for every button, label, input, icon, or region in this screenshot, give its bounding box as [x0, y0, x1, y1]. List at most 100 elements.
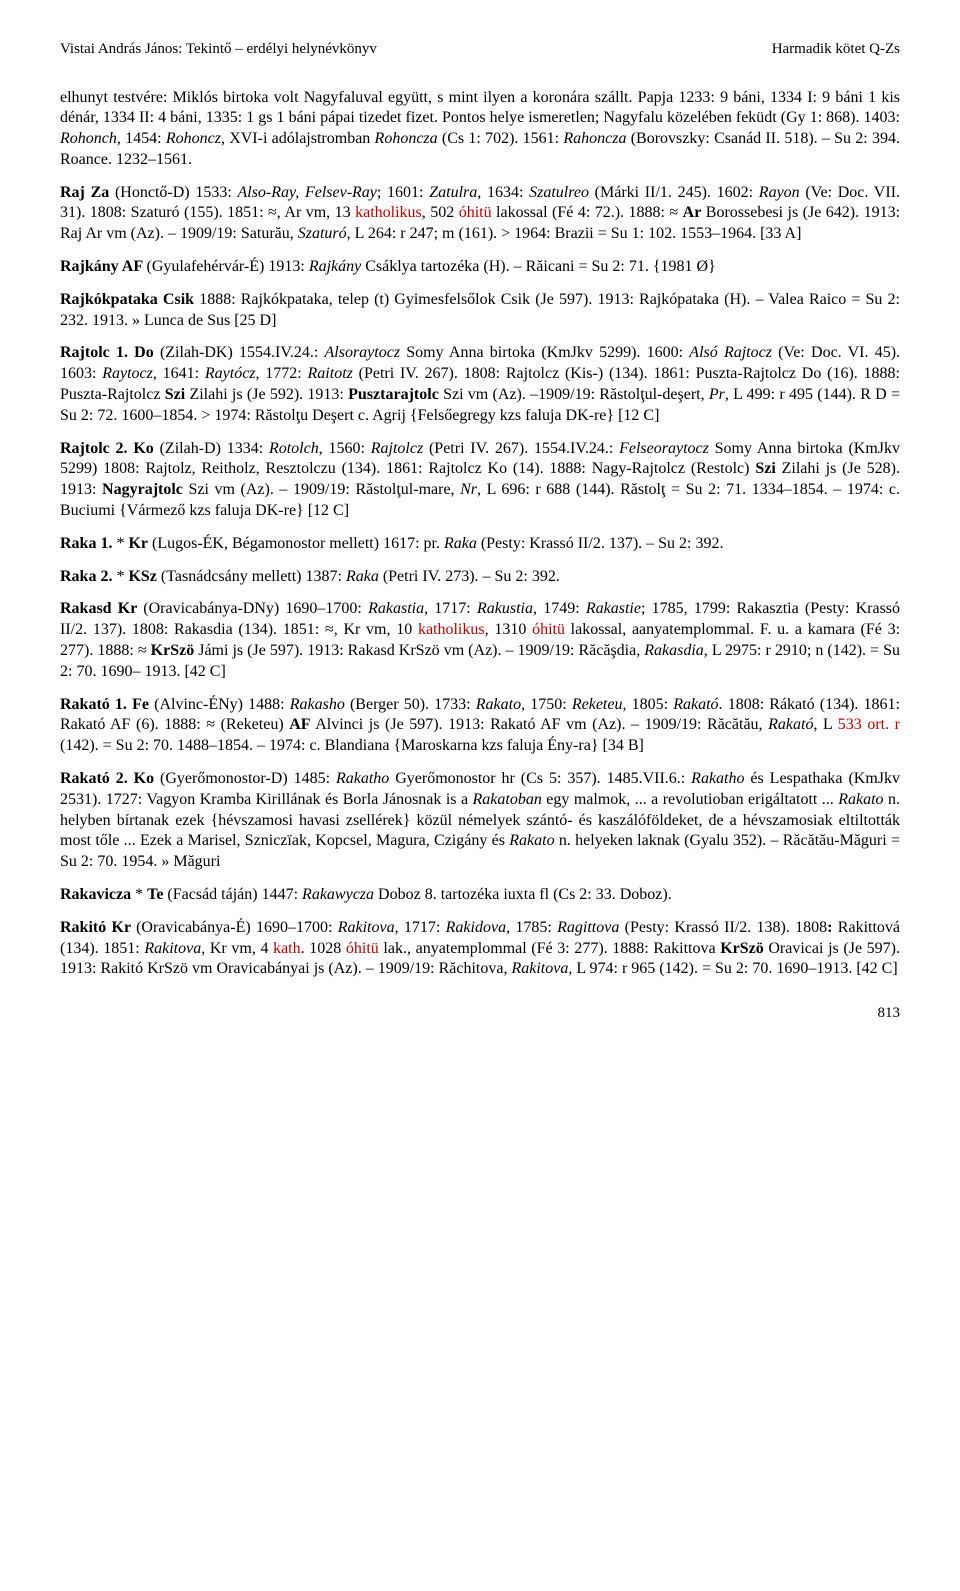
text-run: Rakastie	[586, 600, 641, 617]
text-run: Rohoncz	[166, 130, 221, 147]
text-run: (Gyulafehérvár-É) 1913:	[147, 258, 309, 275]
text-run: óhitü	[346, 940, 379, 957]
entry-paragraph: Rajtolc 2. Ko (Zilah-D) 1334: Rotolch, 1…	[60, 439, 900, 522]
text-run: (Alvinc-ÉNy) 1488:	[154, 696, 290, 713]
text-run: , 1717:	[395, 919, 446, 936]
text-run: KrSzö	[151, 642, 195, 659]
text-run: Rajtolc 2. Ko	[60, 440, 160, 457]
text-run: Raka 2.	[60, 568, 116, 585]
text-run: Rajkókpataka Csik	[60, 291, 199, 308]
text-run: Alsó Rajtocz	[689, 344, 772, 361]
text-run: Csáklya tartozéka (H). – Răicani = Su 2:…	[361, 258, 716, 275]
text-run: Rakatoban	[473, 791, 542, 808]
text-run: Rajtolc 1. Do	[60, 344, 160, 361]
text-run: (Facsád táján) 1447:	[163, 886, 302, 903]
text-run: Raka	[444, 535, 477, 552]
text-run: , 502	[422, 204, 459, 221]
text-run: egy malmok, ... a revolutioban erigáltat…	[542, 791, 838, 808]
text-run: . 1028	[301, 940, 346, 957]
text-run: , L 264: r 247; m (161). > 1964: Brazii …	[347, 225, 802, 242]
text-run: Rakawycza	[302, 886, 374, 903]
text-run: Rakavicza	[60, 886, 135, 903]
text-run: (Zilah-D) 1334:	[160, 440, 269, 457]
text-run: Nr	[460, 481, 477, 498]
entry-paragraph: Raka 2. * KSz (Tasnádcsány mellett) 1387…	[60, 567, 900, 588]
text-run: Reketeu	[572, 696, 623, 713]
text-run: Alvinci js (Je 597). 1913: Rakató AF vm …	[311, 716, 769, 733]
text-run: Alsoraytocz	[325, 344, 401, 361]
text-run: Rahoncza	[563, 130, 626, 147]
text-run: AF	[289, 716, 310, 733]
text-run: KrSzö	[720, 940, 764, 957]
header-right: Harmadik kötet Q-Zs	[772, 40, 900, 60]
text-run: , 1805:	[622, 696, 673, 713]
text-run: (Zilah-DK) 1554.IV.24.:	[160, 344, 325, 361]
entry-paragraph: Rajkány AF (Gyulafehérvár-É) 1913: Rajká…	[60, 257, 900, 278]
entry-paragraph: Raka 1. * Kr (Lugos-ÉK, Bégamonostor mel…	[60, 534, 900, 555]
text-run: Rakustia	[477, 600, 533, 617]
text-run: Zilahi js (Je 592). 1913:	[185, 386, 348, 403]
text-run: Raitotz	[308, 365, 353, 382]
text-run: *	[116, 568, 128, 585]
text-run: Rajtolcz	[371, 440, 423, 457]
text-run: Rakasho	[290, 696, 345, 713]
text-run: Somy Anna birtoka (KmJkv 5299). 1600:	[400, 344, 689, 361]
text-run: óhitü	[459, 204, 492, 221]
text-run: Rakitova	[511, 960, 568, 977]
entry-paragraph: Rajkókpataka Csik 1888: Rajkókpataka, te…	[60, 290, 900, 332]
text-run: Rakatho	[691, 770, 744, 787]
text-run: KSz	[128, 568, 156, 585]
text-run: , 1749:	[533, 600, 586, 617]
text-run: , 1772:	[256, 365, 308, 382]
text-run: Kr	[128, 535, 148, 552]
text-run: (Márki II/1. 245). 1602:	[589, 184, 759, 201]
text-run: , 1785:	[506, 919, 557, 936]
text-run: Rakato	[509, 832, 554, 849]
text-run: Jámi js (Je 597). 1913: Rakasd KrSzö vm …	[194, 642, 644, 659]
entry-paragraph: elhunyt testvére: Miklós birtoka volt Na…	[60, 88, 900, 171]
text-run: , 1560:	[319, 440, 371, 457]
text-run: Pr	[709, 386, 725, 403]
text-run: Ragittova	[557, 919, 619, 936]
text-run: (Petri IV. 267). 1554.IV.24.:	[423, 440, 619, 457]
text-run: (Berger 50). 1733:	[345, 696, 476, 713]
text-run: (Oravicabánya-DNy) 1690–1700:	[143, 600, 368, 617]
text-run: 533 ort.	[838, 716, 889, 733]
text-run: Szatulreo	[529, 184, 589, 201]
text-run: Nagyrajtolc	[102, 481, 183, 498]
text-run: Rakastia	[368, 600, 424, 617]
header-left: Vistai András János: Tekintő – erdélyi h…	[60, 40, 377, 60]
text-run: Rohoncza	[375, 130, 438, 147]
text-run: kath	[273, 940, 301, 957]
text-run: (Honctő-D) 1533:	[115, 184, 238, 201]
text-run: , Kr vm, 4	[201, 940, 273, 957]
text-run: lak., anyatemplommal (Fé 3: 277). 1888: …	[379, 940, 720, 957]
text-run: Rajkány	[309, 258, 361, 275]
text-run: (Cs 1: 702). 1561:	[438, 130, 564, 147]
text-run: katholikus	[355, 204, 422, 221]
text-run: Rakató 1. Fe	[60, 696, 154, 713]
text-run: Rohonch	[60, 130, 117, 147]
text-run: , 1750:	[521, 696, 572, 713]
text-run: , 1717:	[424, 600, 477, 617]
text-run: Felseoraytocz	[619, 440, 709, 457]
text-run: , 1310	[485, 621, 532, 638]
text-run: Szaturó	[298, 225, 347, 242]
text-run: *	[135, 886, 147, 903]
text-run: (Petri IV. 273). – Su 2: 392.	[379, 568, 560, 585]
text-run: Rakato	[838, 791, 883, 808]
entry-paragraph: Rakató 2. Ko (Gyerőmonostor-D) 1485: Rak…	[60, 769, 900, 873]
text-run: Rajkány AF	[60, 258, 147, 275]
text-run: :	[827, 919, 838, 936]
text-run: Szi vm (Az). – 1909/19: Răstolţul-mare,	[183, 481, 460, 498]
text-run: (Tasnádcsány mellett) 1387:	[157, 568, 346, 585]
text-run: Rakatho	[336, 770, 389, 787]
text-run: , L	[813, 716, 837, 733]
text-run: Rakato	[476, 696, 521, 713]
text-run: Rakató 2. Ko	[60, 770, 160, 787]
entry-paragraph: Rajtolc 1. Do (Zilah-DK) 1554.IV.24.: Al…	[60, 343, 900, 426]
text-run: , 1634:	[477, 184, 529, 201]
text-run: (Oravicabánya-É) 1690–1700:	[136, 919, 338, 936]
text-run: elhunyt testvére: Miklós birtoka volt Na…	[60, 89, 900, 127]
text-run: Rakató	[673, 696, 718, 713]
